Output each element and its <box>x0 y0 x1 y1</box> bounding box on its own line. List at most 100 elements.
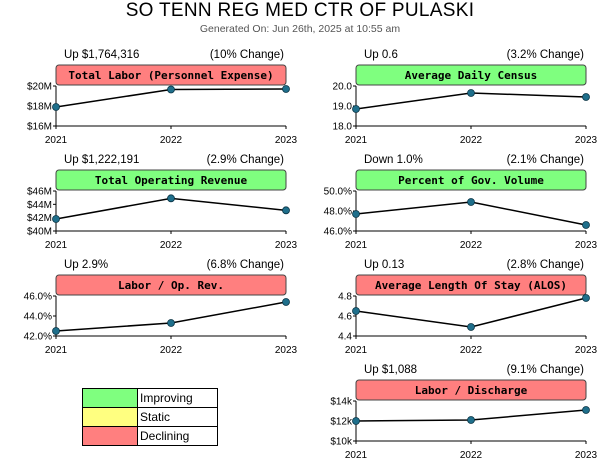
chart-6-x-tick-0: 2021 <box>345 345 368 356</box>
chart-7-y-tick-2: $10k <box>330 437 353 448</box>
chart-2-y-tick-1: 19.0 <box>333 102 353 113</box>
legend-item-static: Static <box>83 408 217 427</box>
legend-swatch-declining <box>83 427 138 445</box>
chart-2-point-2021 <box>352 105 360 113</box>
chart-5-point-2022 <box>167 319 175 327</box>
chart-1-point-2022 <box>167 85 175 94</box>
chart-7-point-2021 <box>352 417 360 425</box>
chart-5-x-tick-0: 2021 <box>45 345 68 356</box>
chart-3-y-tick-3: $40M <box>27 227 52 238</box>
chart-2-y-tick-0: 20.0 <box>333 82 353 93</box>
chart-6-y-tick-0: 4.8 <box>338 292 352 303</box>
chart-3-x-tick-0: 2021 <box>45 240 68 251</box>
chart-4-x-tick-1: 2022 <box>460 240 483 251</box>
chart-6-x-tick-1: 2022 <box>460 345 483 356</box>
chart-7-point-2023 <box>582 406 590 414</box>
chart-3-y-tick-2: $42M <box>27 213 52 224</box>
chart-2-title: Average Daily Census <box>405 69 537 82</box>
chart-2-point-2022 <box>467 89 475 97</box>
chart-3-point-2023 <box>282 206 290 215</box>
chart-6-point-2023 <box>582 294 590 302</box>
chart-4-x-tick-2: 2023 <box>575 240 598 251</box>
chart-1-y-tick-2: $16M <box>27 122 52 133</box>
chart-6-series-line <box>355 297 587 328</box>
chart-6-y-tick-1: 4.6 <box>338 312 352 323</box>
chart-7-point-2022 <box>467 416 475 424</box>
chart-3-y-tick-1: $44M <box>27 200 52 211</box>
chart-1-pct-change: (10% Change) <box>210 49 284 61</box>
chart-7-title-box <box>355 379 587 401</box>
chart-7-x-tick-2: 2023 <box>575 450 598 461</box>
chart-4-change-text: Down 1.0% <box>364 154 423 166</box>
chart-3-x-tick-2: 2023 <box>275 240 298 251</box>
legend-swatch-static <box>83 408 138 426</box>
chart-3-title: Total Operating Revenue <box>95 174 248 187</box>
chart-4-point-2022 <box>467 198 475 206</box>
chart-2-x-tick-2: 2023 <box>575 135 598 146</box>
chart-7-change-text: Up $1,088 <box>364 364 417 376</box>
chart-4-title: Percent of Gov. Volume <box>398 174 544 187</box>
chart-4-point-2021 <box>352 210 360 218</box>
chart-7-x-tick-1: 2022 <box>460 450 483 461</box>
chart-2-pct-change: (3.2% Change) <box>507 49 585 61</box>
chart-1-point-2023 <box>282 85 290 93</box>
chart-6-title: Average Length Of Stay (ALOS) <box>375 279 567 292</box>
chart-5-change-text: Up 2.9% <box>64 259 108 271</box>
legend-item-improving: Improving <box>83 389 217 408</box>
chart-5-x-tick-1: 2022 <box>160 345 183 356</box>
chart-4-x-tick-0: 2021 <box>345 240 368 251</box>
chart-3-pct-change: (2.9% Change) <box>207 154 285 166</box>
chart-1-change-text: Up $1,764,316 <box>64 49 139 61</box>
chart-2-point-2023 <box>582 93 590 101</box>
generated-timestamp: Generated On: Jun 26th, 2025 at 10:55 am <box>199 23 401 35</box>
legend-label-declining: Declining <box>140 429 190 443</box>
chart-4-y-tick-1: 48.0% <box>324 207 352 218</box>
chart-7-pct-change: (9.1% Change) <box>507 364 585 376</box>
chart-6-y-tick-2: 4.4 <box>338 332 352 343</box>
chart-3-change-text: Up $1,222,191 <box>64 154 139 166</box>
chart-4-point-2023 <box>582 221 590 229</box>
chart-5-title: Labor / Op. Rev. <box>118 279 224 292</box>
chart-2-x-tick-0: 2021 <box>345 135 368 146</box>
chart-7-y-tick-1: $12k <box>330 417 353 428</box>
chart-6-x-tick-2: 2023 <box>575 345 598 356</box>
chart-5-y-tick-2: 42.0% <box>24 332 52 343</box>
chart-4-y-tick-2: 46.0% <box>324 227 352 238</box>
chart-5-x-tick-2: 2023 <box>275 345 298 356</box>
chart-6-change-text: Up 0.13 <box>364 259 404 271</box>
chart-1-y-tick-1: $18M <box>27 102 52 113</box>
chart-2-change-text: Up 0.6 <box>364 49 398 61</box>
chart-7-x-tick-0: 2021 <box>345 450 368 461</box>
chart-7-title: Labor / Discharge <box>415 384 528 397</box>
chart-3-x-tick-1: 2022 <box>160 240 183 251</box>
chart-6-pct-change: (2.8% Change) <box>507 259 585 271</box>
chart-5-y-tick-0: 46.0% <box>24 292 52 303</box>
chart-2-y-tick-2: 18.0 <box>333 122 353 133</box>
chart-1-x-tick-1: 2022 <box>160 135 183 146</box>
legend-label-static: Static <box>140 410 171 424</box>
legend: Improving Static Declining <box>82 388 218 446</box>
chart-3-point-2021 <box>52 215 60 223</box>
chart-1-title: Total Labor (Personnel Expense) <box>68 69 273 82</box>
legend-label-improving: Improving <box>140 391 193 405</box>
chart-4-pct-change: (2.1% Change) <box>507 154 585 166</box>
chart-3-point-2022 <box>167 194 175 203</box>
chart-5-point-2021 <box>52 327 60 335</box>
chart-1-y-tick-0: $20M <box>27 82 52 93</box>
chart-5-y-tick-1: 44.0% <box>24 312 52 323</box>
chart-2-title-box <box>355 64 587 86</box>
chart-1-x-tick-0: 2021 <box>45 135 68 146</box>
chart-5-pct-change: (6.8% Change) <box>207 259 285 271</box>
chart-6-title-box <box>355 274 587 296</box>
chart-1-point-2021 <box>52 103 60 111</box>
chart-4-y-tick-0: 50.0% <box>324 187 352 198</box>
chart-7-y-tick-0: $14k <box>330 397 353 408</box>
chart-5-title-box <box>55 274 287 296</box>
chart-6-point-2022 <box>467 323 475 331</box>
chart-1-x-tick-2: 2023 <box>275 135 298 146</box>
chart-2-x-tick-1: 2022 <box>460 135 483 146</box>
chart-5-point-2023 <box>282 298 290 306</box>
legend-item-declining: Declining <box>83 427 217 445</box>
legend-swatch-improving <box>83 389 138 407</box>
